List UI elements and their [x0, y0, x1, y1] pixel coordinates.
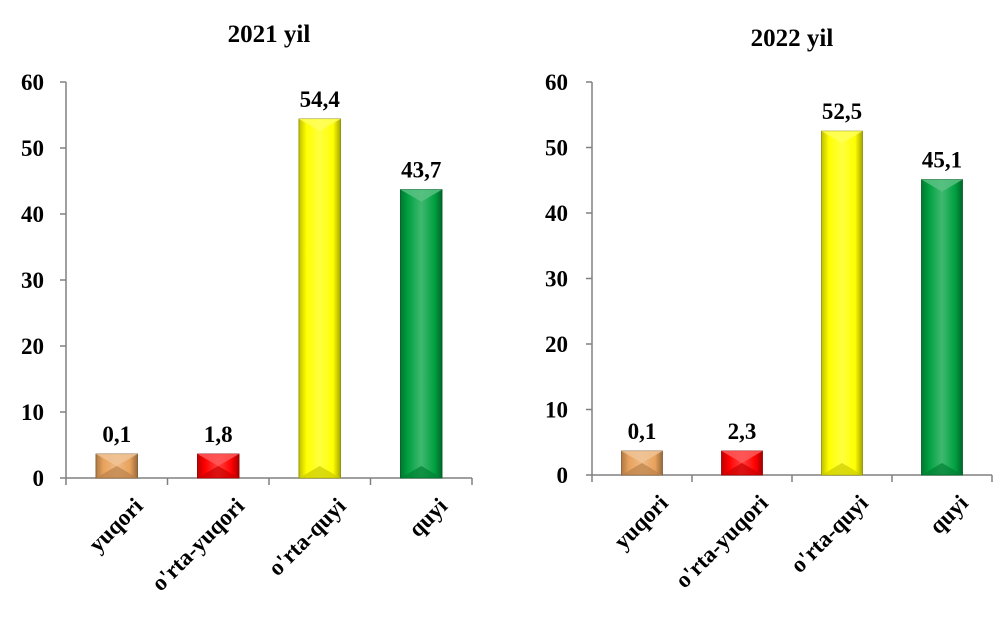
bar-bevel-top: [821, 131, 863, 144]
data-label: 0,1: [102, 422, 131, 447]
chart-title: 2022 yil: [751, 25, 834, 52]
y-tick-label: 30: [21, 268, 44, 293]
bar-bevel-bottom: [921, 463, 963, 475]
y-tick-label: 0: [557, 463, 569, 488]
data-label: 1,8: [204, 422, 233, 447]
bar-quyi: [921, 179, 963, 476]
data-label: 43,7: [401, 158, 441, 183]
chart-title: 2021 yil: [228, 21, 311, 48]
bar-bevel-bottom: [400, 466, 443, 478]
bar-bevel-bottom: [298, 466, 341, 478]
y-tick-label: 50: [21, 136, 44, 161]
bar-bevel-bottom: [197, 466, 240, 478]
bar-bevel-top: [921, 179, 963, 192]
data-label: 2,3: [728, 419, 757, 444]
bar-quyi: [400, 189, 443, 479]
bar-bevel-bottom: [621, 463, 663, 475]
bar-o-rta-quyi: [298, 118, 341, 479]
y-tick-label: 10: [21, 400, 44, 425]
y-tick-label: 40: [545, 201, 568, 226]
y-tick-label: 10: [545, 398, 568, 423]
x-tick-label: quyi: [924, 490, 973, 539]
bar-bevel-top: [197, 454, 240, 466]
data-label: 52,5: [822, 99, 862, 124]
y-tick-label: 20: [545, 332, 568, 357]
y-tick-label: 60: [21, 70, 44, 95]
x-tick-label: o'rta-quyi: [786, 490, 874, 578]
bar-bevel-top: [721, 451, 763, 463]
x-tick-label: o'rta-yuqori: [670, 490, 773, 593]
y-tick-label: 0: [33, 466, 45, 491]
x-tick-label: quyi: [404, 493, 453, 542]
bar-bevel-bottom: [821, 463, 863, 475]
x-tick-label: yuqori: [609, 490, 673, 554]
bar-o-rta-quyi: [821, 130, 863, 476]
bar-bevel-top: [400, 189, 443, 202]
chart-panel-1: 2021 yil 0 10 20 30 40 50 60 0,1 yuqori 1,8 o'rta-y…: [21, 21, 473, 596]
bar-bevel-top: [95, 454, 138, 466]
chart-panel-2: 2022 yil 0 10 20 30 40 50 60 0,1 yuqori 2,3 o'rta-y…: [545, 25, 993, 593]
bar-bevel-top: [298, 118, 341, 131]
data-label: 54,4: [300, 87, 341, 112]
x-tick-label: yuqori: [84, 493, 148, 557]
y-tick-label: 30: [545, 267, 568, 292]
bar-bevel-bottom: [721, 463, 763, 475]
y-tick-label: 40: [21, 202, 44, 227]
bar-bevel-bottom: [95, 466, 138, 478]
y-tick-label: 50: [545, 136, 568, 161]
data-label: 0,1: [628, 419, 657, 444]
data-label: 45,1: [922, 148, 962, 173]
bar-bevel-top: [621, 451, 663, 463]
x-tick-label: o'rta-quyi: [263, 493, 351, 581]
y-tick-label: 60: [545, 70, 568, 95]
y-tick-label: 20: [21, 334, 44, 359]
x-tick-label: o'rta-yuqori: [147, 493, 250, 596]
